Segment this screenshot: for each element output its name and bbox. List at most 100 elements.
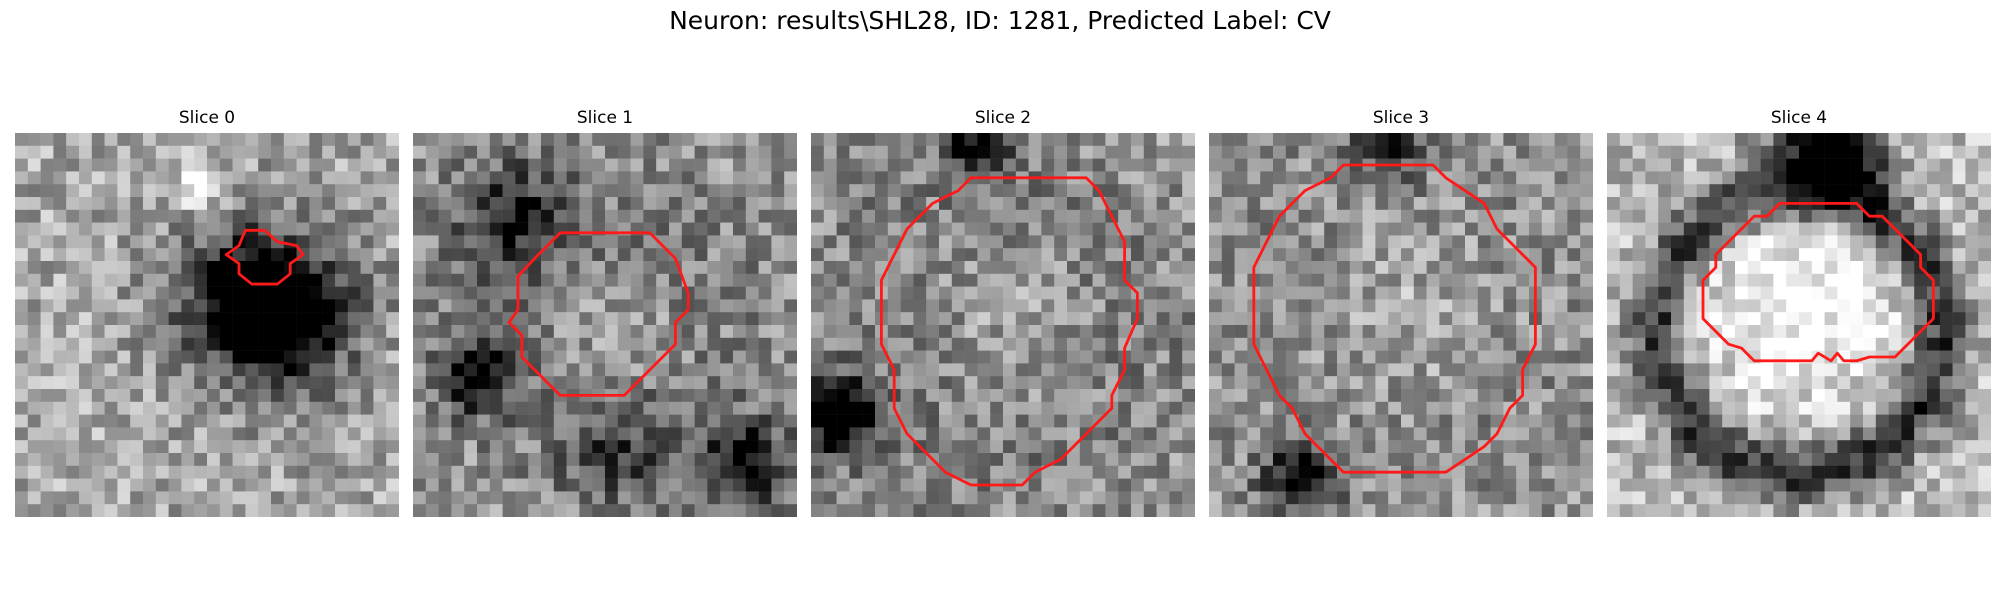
pixel xyxy=(1722,478,1736,492)
pixel xyxy=(990,414,1004,428)
pixel xyxy=(1375,389,1389,403)
pixel xyxy=(155,376,169,390)
pixel xyxy=(1709,427,1723,441)
pixel xyxy=(951,389,965,403)
pixel xyxy=(283,171,297,185)
pixel xyxy=(1952,286,1966,300)
pixel xyxy=(477,197,491,211)
pixel xyxy=(1658,145,1672,159)
pixel xyxy=(1747,453,1761,467)
pixel xyxy=(630,350,644,364)
pixel xyxy=(425,491,439,505)
pixel xyxy=(951,427,965,441)
pixel xyxy=(964,337,978,351)
pixel xyxy=(1028,504,1042,517)
pixel xyxy=(541,248,555,262)
pixel xyxy=(181,376,195,390)
pixel xyxy=(1349,504,1363,517)
pixel xyxy=(553,145,567,159)
pixel xyxy=(1143,440,1157,454)
pixel xyxy=(951,491,965,505)
pixel xyxy=(1182,325,1195,339)
pixel xyxy=(926,248,940,262)
pixel xyxy=(1735,414,1749,428)
pixel xyxy=(1234,337,1248,351)
pixel xyxy=(669,171,683,185)
pixel xyxy=(887,299,901,313)
pixel xyxy=(1221,453,1235,467)
pixel xyxy=(862,158,876,172)
pixel xyxy=(91,273,105,287)
pixel xyxy=(862,427,876,441)
pixel xyxy=(347,273,361,287)
pixel xyxy=(758,286,772,300)
pixel xyxy=(643,145,657,159)
pixel xyxy=(566,427,580,441)
pixel xyxy=(1477,363,1491,377)
pixel xyxy=(1092,299,1106,313)
pixel xyxy=(40,414,54,428)
pixel xyxy=(1247,453,1261,467)
pixel xyxy=(104,453,118,467)
pixel xyxy=(53,401,67,415)
pixel xyxy=(630,312,644,326)
pixel xyxy=(40,453,54,467)
pixel xyxy=(630,248,644,262)
pixel xyxy=(1875,158,1889,172)
pixel xyxy=(771,158,785,172)
pixel xyxy=(1028,440,1042,454)
pixel xyxy=(836,465,850,479)
pixel xyxy=(232,478,246,492)
pixel xyxy=(1760,491,1774,505)
pixel xyxy=(1888,145,1902,159)
pixel xyxy=(1760,389,1774,403)
pixel xyxy=(1607,184,1621,198)
pixel xyxy=(579,465,593,479)
pixel xyxy=(271,133,285,147)
pixel xyxy=(694,197,708,211)
pixel xyxy=(335,235,349,249)
pixel xyxy=(913,414,927,428)
pixel xyxy=(27,222,41,236)
pixel xyxy=(1735,491,1749,505)
pixel xyxy=(1015,389,1029,403)
pixel xyxy=(1413,184,1427,198)
pixel xyxy=(1003,158,1017,172)
pixel xyxy=(1054,350,1068,364)
pixel xyxy=(232,427,246,441)
pixel xyxy=(117,453,131,467)
pixel xyxy=(360,414,374,428)
pixel xyxy=(451,312,465,326)
pixel xyxy=(1182,350,1195,364)
pixel xyxy=(1298,235,1312,249)
pixel xyxy=(271,184,285,198)
pixel xyxy=(1863,465,1877,479)
pixel xyxy=(592,171,606,185)
pixel xyxy=(1041,312,1055,326)
pixel xyxy=(283,465,297,479)
pixel xyxy=(1247,427,1261,441)
pixel xyxy=(1273,414,1287,428)
pixel xyxy=(322,465,336,479)
pixel xyxy=(104,273,118,287)
pixel xyxy=(926,184,940,198)
pixel xyxy=(1645,235,1659,249)
pixel xyxy=(1850,414,1864,428)
pixel xyxy=(1619,209,1633,223)
pixel xyxy=(1529,184,1543,198)
pixel xyxy=(1709,235,1723,249)
pixel xyxy=(1273,325,1287,339)
pixel xyxy=(579,286,593,300)
pixel xyxy=(1426,145,1440,159)
pixel xyxy=(1965,209,1979,223)
pixel xyxy=(1041,350,1055,364)
pixel xyxy=(669,478,683,492)
pixel xyxy=(283,478,297,492)
pixel xyxy=(1554,427,1568,441)
pixel xyxy=(1285,478,1299,492)
pixel xyxy=(1799,184,1813,198)
pixel xyxy=(489,209,503,223)
pixel xyxy=(1298,299,1312,313)
pixel xyxy=(91,376,105,390)
pixel xyxy=(669,414,683,428)
